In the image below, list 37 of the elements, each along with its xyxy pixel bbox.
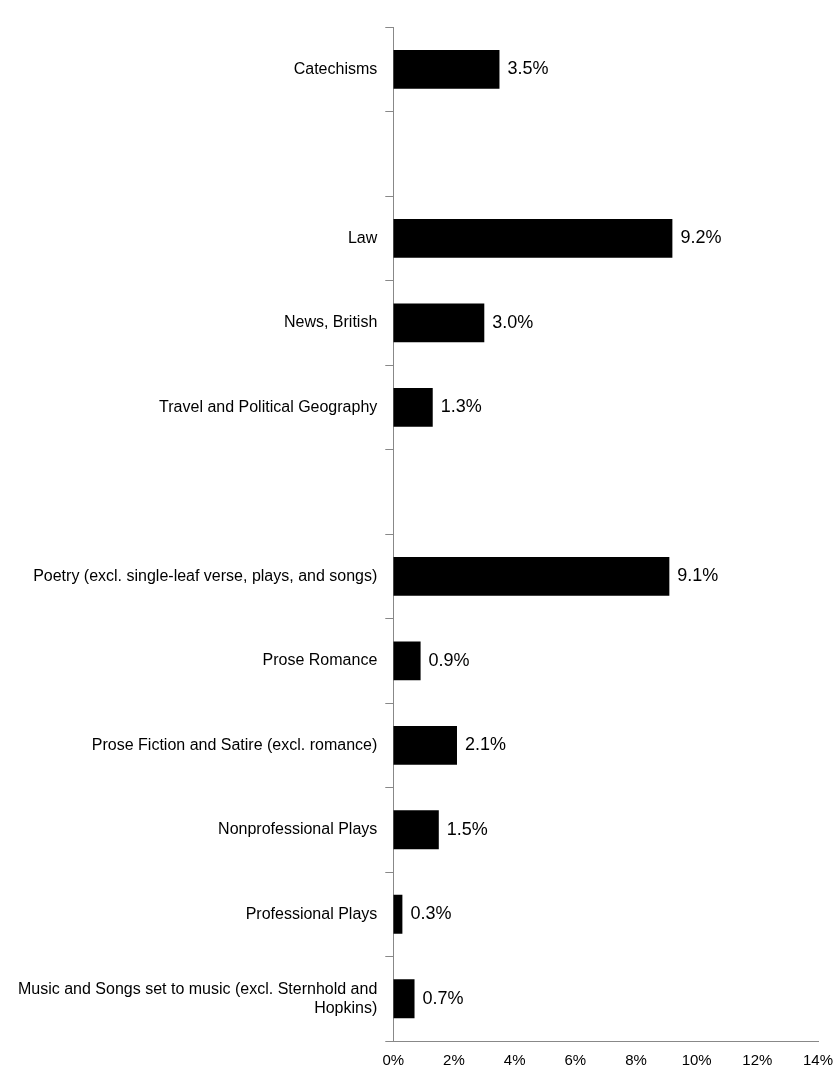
bar bbox=[393, 387, 433, 427]
x-tick-label: 2% bbox=[443, 1051, 465, 1069]
bar bbox=[393, 641, 421, 681]
bar bbox=[393, 979, 415, 1019]
y-tick-label: Prose Romance bbox=[262, 651, 378, 669]
bar bbox=[393, 50, 500, 89]
bar bbox=[393, 303, 485, 343]
x-tick-label: 6% bbox=[564, 1051, 587, 1069]
data-label: 0.9% bbox=[428, 649, 470, 670]
y-tick-label: Poetry (excl. single-leaf verse, plays, and songs) bbox=[33, 566, 378, 584]
x-tick-label: 8% bbox=[625, 1051, 647, 1069]
data-label: 0.7% bbox=[422, 987, 464, 1008]
y-tick-label: News, British bbox=[283, 313, 378, 331]
bar bbox=[393, 218, 673, 258]
y-tick-label: Nonprofessional Plays bbox=[218, 820, 378, 838]
x-tick-label: 4% bbox=[503, 1051, 526, 1069]
data-label: 1.3% bbox=[440, 396, 482, 417]
x-tick-label: 12% bbox=[742, 1051, 773, 1069]
data-label: 3.0% bbox=[492, 311, 534, 332]
data-label: 3.5% bbox=[507, 58, 549, 79]
x-tick-label: 10% bbox=[681, 1051, 712, 1069]
data-label: 0.3% bbox=[410, 903, 452, 924]
y-tick-label: Music and Songs set to music (excl. Sternhold and Hopkins) bbox=[17, 979, 378, 1016]
y-tick-label: Catechisms bbox=[293, 59, 378, 77]
bar bbox=[393, 810, 439, 850]
y-tick-label: Professional Plays bbox=[245, 904, 378, 922]
data-label: 1.5% bbox=[446, 818, 488, 839]
data-label: 9.1% bbox=[677, 565, 719, 586]
x-tick-label: 14% bbox=[802, 1051, 834, 1069]
data-label: 2.1% bbox=[465, 734, 507, 755]
y-tick-label: Travel and Political Geography bbox=[159, 397, 378, 415]
bar bbox=[393, 725, 457, 765]
data-label: 9.2% bbox=[680, 227, 722, 248]
y-tick-label: Prose Fiction and Satire (excl. romance) bbox=[91, 735, 378, 753]
bar bbox=[393, 556, 670, 596]
y-tick-label: Law bbox=[347, 228, 378, 246]
x-tick-label: 0% bbox=[382, 1051, 405, 1069]
